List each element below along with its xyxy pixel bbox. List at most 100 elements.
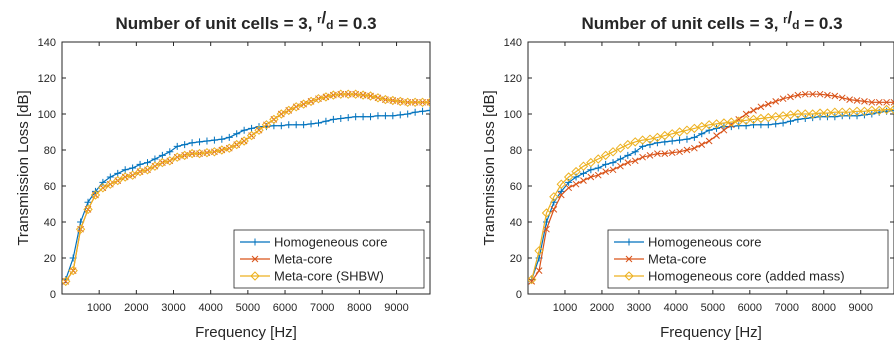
data-point bbox=[241, 127, 248, 134]
data-point bbox=[750, 121, 757, 128]
data-point bbox=[114, 170, 121, 177]
x-tick-label: 4000 bbox=[664, 302, 688, 314]
data-point bbox=[419, 108, 426, 115]
data-point bbox=[196, 138, 203, 145]
data-point bbox=[624, 152, 631, 159]
data-point bbox=[773, 98, 779, 104]
data-point bbox=[765, 101, 771, 107]
data-point bbox=[397, 111, 404, 118]
chart-panel-1: Number of unit cells = 3, r/d = 0.3 0 20 40… bbox=[15, 8, 434, 341]
data-point bbox=[300, 121, 307, 128]
data-point bbox=[691, 134, 698, 141]
x-tick-label: 4000 bbox=[198, 302, 222, 314]
x-tick-label: 1000 bbox=[87, 302, 111, 314]
data-point bbox=[610, 159, 617, 166]
data-point bbox=[698, 130, 705, 137]
x-tick-label: 2000 bbox=[590, 302, 614, 314]
y-axis-label: Transmission Loss [dB] bbox=[15, 90, 32, 245]
chart-title-prefix: Number of unit cells = 3, bbox=[115, 14, 317, 33]
x-tick-label: 8000 bbox=[812, 302, 836, 314]
y-tick-label: 140 bbox=[38, 37, 56, 49]
data-point bbox=[151, 156, 158, 163]
chart-title: Number of unit cells = 3, r/d = 0.3 bbox=[115, 8, 376, 33]
data-point bbox=[189, 139, 196, 146]
data-point bbox=[654, 139, 661, 146]
data-point bbox=[129, 165, 136, 172]
data-point bbox=[278, 122, 285, 129]
chart-title: Number of unit cells = 3, r/d = 0.3 bbox=[581, 8, 842, 33]
y-tick-label: 100 bbox=[504, 109, 522, 121]
y-tick-label: 140 bbox=[504, 37, 522, 49]
x-tick-label: 9000 bbox=[848, 302, 872, 314]
data-point bbox=[706, 138, 712, 144]
data-point bbox=[404, 111, 411, 118]
y-tick-label: 100 bbox=[38, 109, 56, 121]
data-point bbox=[285, 121, 292, 128]
data-point bbox=[367, 113, 374, 120]
y-tick-label: 0 bbox=[50, 289, 56, 301]
y-tick-label: 60 bbox=[44, 181, 56, 193]
chart-title-frac-den: d bbox=[792, 18, 799, 32]
data-point bbox=[602, 161, 609, 168]
y-tick-label: 40 bbox=[44, 217, 56, 229]
data-point bbox=[412, 109, 419, 116]
data-point bbox=[308, 120, 315, 127]
legend: Homogeneous core Meta-core Meta-core (SHBW… bbox=[234, 230, 424, 288]
data-point bbox=[218, 136, 225, 143]
chart-title-suffix: = 0.3 bbox=[800, 14, 843, 33]
y-tick-label: 120 bbox=[38, 73, 56, 85]
data-point bbox=[758, 104, 764, 110]
x-axis-label: Frequency [Hz] bbox=[195, 324, 297, 341]
data-point bbox=[780, 120, 787, 127]
data-point bbox=[580, 178, 586, 184]
data-point bbox=[233, 130, 240, 137]
chart-title-frac-den: d bbox=[326, 18, 333, 32]
data-point bbox=[794, 116, 801, 123]
data-point bbox=[337, 115, 344, 122]
legend-label: Homogeneous core bbox=[274, 235, 387, 250]
data-point bbox=[647, 141, 654, 148]
chart-title-prefix: Number of unit cells = 3, bbox=[581, 14, 783, 33]
legend-label: Meta-core bbox=[648, 252, 707, 267]
x-axis-label: Frequency [Hz] bbox=[660, 324, 762, 341]
data-point bbox=[345, 114, 352, 121]
x-tick-label: 6000 bbox=[273, 302, 297, 314]
data-point bbox=[144, 159, 151, 166]
data-point bbox=[122, 166, 129, 173]
y-tick-label: 20 bbox=[44, 253, 56, 265]
y-tick-label: 60 bbox=[510, 181, 522, 193]
data-point bbox=[714, 133, 720, 139]
x-tick-label: 1000 bbox=[553, 302, 577, 314]
x-tick-label: 2000 bbox=[124, 302, 148, 314]
legend-label: Meta-core (SHBW) bbox=[274, 269, 384, 284]
data-point bbox=[159, 152, 166, 159]
data-point bbox=[699, 142, 705, 148]
data-point bbox=[617, 163, 623, 169]
data-point bbox=[330, 116, 337, 123]
legend-item: Homogeneous core (added mass) bbox=[614, 269, 845, 284]
x-tick-label: 9000 bbox=[384, 302, 408, 314]
data-point bbox=[751, 107, 757, 113]
data-point bbox=[211, 137, 218, 144]
data-point bbox=[248, 125, 255, 132]
chart-title-suffix: = 0.3 bbox=[334, 14, 377, 33]
legend-label: Homogeneous core bbox=[648, 235, 761, 250]
x-tick-label: 7000 bbox=[310, 302, 334, 314]
data-point bbox=[352, 113, 359, 120]
data-point bbox=[676, 137, 683, 144]
legend: Homogeneous core Meta-core Homogeneous cor… bbox=[608, 230, 888, 288]
y-tick-label: 20 bbox=[510, 253, 522, 265]
data-point bbox=[573, 181, 579, 187]
data-point bbox=[374, 112, 381, 119]
x-tick-label: 5000 bbox=[701, 302, 725, 314]
y-axis-label: Transmission Loss [dB] bbox=[481, 90, 498, 245]
x-tick-label: 3000 bbox=[161, 302, 185, 314]
data-point bbox=[587, 166, 594, 173]
y-tick-label: 80 bbox=[510, 145, 522, 157]
y-tick-label: 0 bbox=[516, 289, 522, 301]
legend-label: Meta-core bbox=[274, 252, 333, 267]
chart-panel-2: Number of unit cells = 3, r/d = 0.3 0 20 40… bbox=[481, 8, 894, 341]
data-point bbox=[389, 112, 396, 119]
data-point bbox=[226, 134, 233, 141]
